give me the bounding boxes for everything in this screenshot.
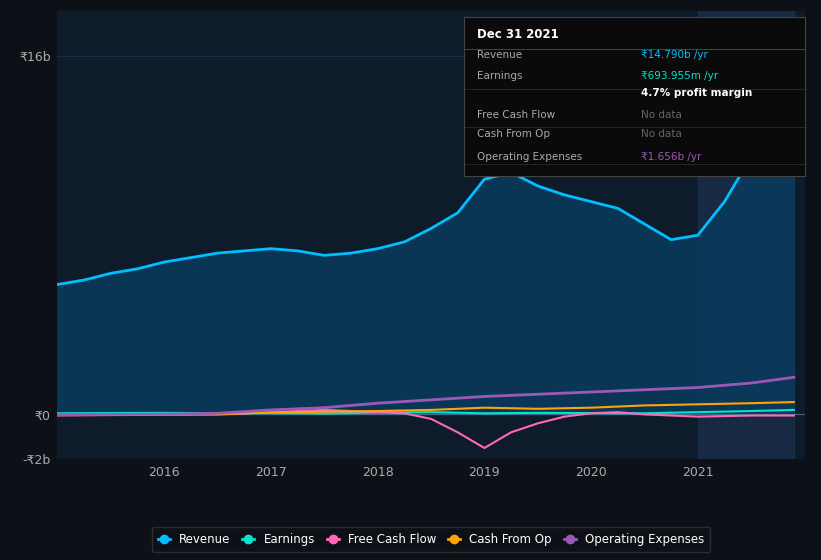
Text: No data: No data (641, 129, 682, 139)
Text: Dec 31 2021: Dec 31 2021 (478, 28, 559, 41)
Text: 4.7% profit margin: 4.7% profit margin (641, 88, 752, 98)
Text: ₹1.656b /yr: ₹1.656b /yr (641, 152, 701, 162)
Text: No data: No data (641, 110, 682, 120)
Text: ₹693.955m /yr: ₹693.955m /yr (641, 72, 718, 81)
Text: Earnings: Earnings (478, 72, 523, 81)
Legend: Revenue, Earnings, Free Cash Flow, Cash From Op, Operating Expenses: Revenue, Earnings, Free Cash Flow, Cash … (152, 527, 710, 552)
Text: ₹14.790b /yr: ₹14.790b /yr (641, 50, 708, 60)
Text: Operating Expenses: Operating Expenses (478, 152, 583, 162)
Text: Free Cash Flow: Free Cash Flow (478, 110, 556, 120)
Text: Cash From Op: Cash From Op (478, 129, 551, 139)
Bar (698, 11, 794, 459)
Text: Revenue: Revenue (478, 50, 523, 60)
